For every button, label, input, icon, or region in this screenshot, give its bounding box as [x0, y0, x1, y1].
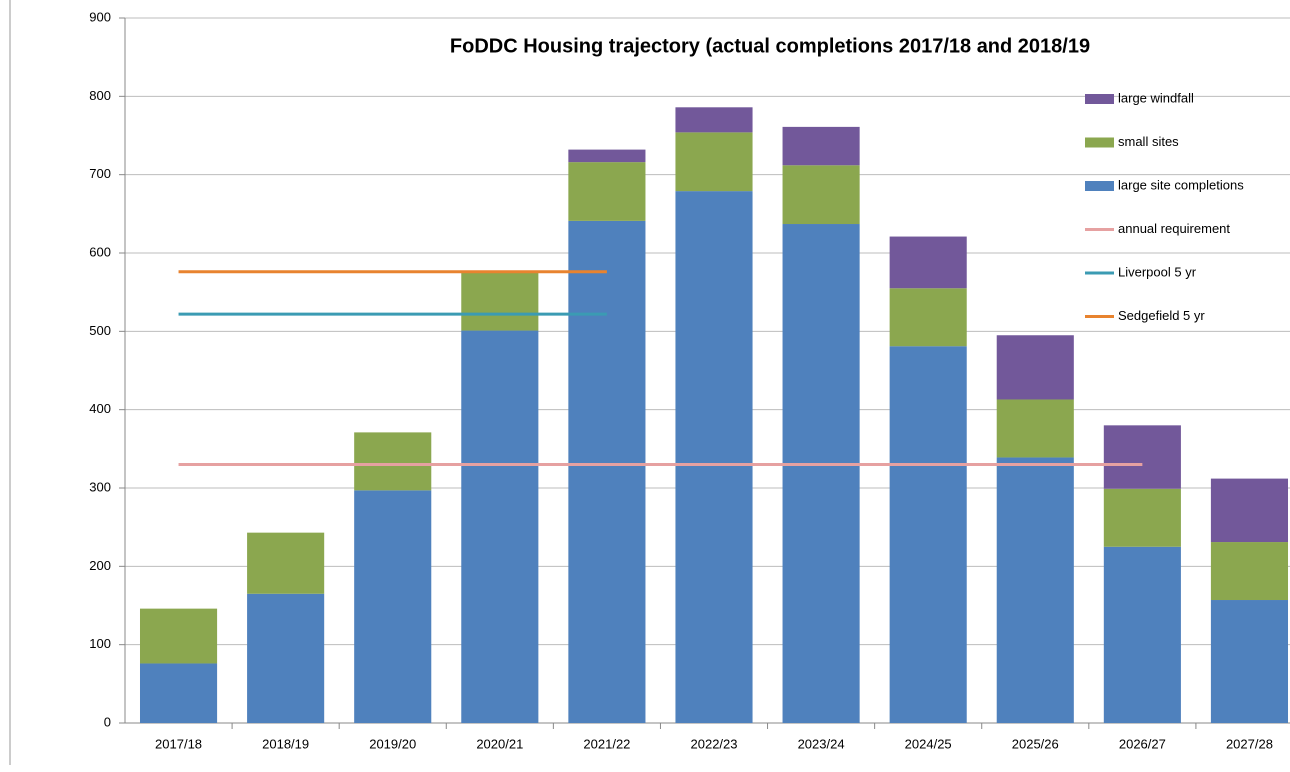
x-tick-label: 2022/23 — [691, 736, 738, 751]
y-tick-label: 0 — [104, 714, 111, 729]
x-tick-label: 2019/20 — [369, 736, 416, 751]
y-tick-label: 200 — [89, 558, 111, 573]
legend-label: annual requirement — [1118, 221, 1230, 236]
bar-segment — [889, 288, 967, 347]
legend-label: large site completions — [1118, 177, 1244, 192]
bar-segment — [461, 330, 539, 723]
y-tick-label: 400 — [89, 401, 111, 416]
legend-label: Liverpool 5 yr — [1118, 264, 1197, 279]
legend-label: Sedgefield 5 yr — [1118, 308, 1205, 323]
bar-segment — [782, 126, 860, 166]
legend-swatch — [1085, 181, 1114, 191]
bar-segment — [675, 132, 753, 192]
x-tick-label: 2023/24 — [798, 736, 845, 751]
bar-segment — [675, 107, 753, 133]
y-tick-label: 900 — [89, 9, 111, 24]
y-tick-label: 300 — [89, 479, 111, 494]
bar-segment — [675, 191, 753, 723]
legend-label: small sites — [1118, 134, 1179, 149]
y-tick-label: 600 — [89, 244, 111, 259]
x-tick-label: 2024/25 — [905, 736, 952, 751]
y-tick-label: 700 — [89, 166, 111, 181]
x-tick-label: 2021/22 — [583, 736, 630, 751]
bar-segment — [247, 532, 325, 594]
bar-segment — [1210, 542, 1289, 601]
x-tick-label: 2027/28 — [1226, 736, 1273, 751]
bar-segment — [889, 346, 967, 723]
bar-segment — [1210, 600, 1289, 723]
legend-swatch — [1085, 137, 1114, 148]
legend-label: large windfall — [1118, 90, 1194, 105]
x-tick-label: 2018/19 — [262, 736, 309, 751]
bar-segment — [461, 272, 539, 331]
bar-segment — [1103, 488, 1181, 547]
bar-segment — [568, 149, 646, 163]
bar-segment — [568, 162, 646, 221]
y-tick-label: 800 — [89, 88, 111, 103]
bar-segment — [354, 432, 432, 491]
bar-segment — [247, 593, 325, 723]
bar-segment — [354, 490, 432, 723]
bar-segment — [139, 663, 218, 723]
bar-segment — [1210, 478, 1289, 543]
bar-segment — [568, 220, 646, 723]
bar-segment — [1103, 546, 1181, 723]
chart-title: FoDDC Housing trajectory (actual complet… — [450, 35, 1090, 57]
y-tick-label: 100 — [89, 636, 111, 651]
x-tick-label: 2020/21 — [476, 736, 523, 751]
bar-segment — [782, 224, 860, 723]
bar-segment — [996, 399, 1074, 458]
legend-swatch — [1085, 94, 1114, 104]
bar-segment — [996, 457, 1074, 723]
bar-segment — [782, 165, 860, 225]
bar-segment — [996, 335, 1074, 400]
x-tick-label: 2026/27 — [1119, 736, 1166, 751]
bar-segment — [139, 608, 218, 664]
y-tick-label: 500 — [89, 323, 111, 338]
bar-segment — [1103, 425, 1181, 489]
x-tick-label: 2017/18 — [155, 736, 202, 751]
bar-segment — [889, 236, 967, 289]
x-tick-label: 2025/26 — [1012, 736, 1059, 751]
